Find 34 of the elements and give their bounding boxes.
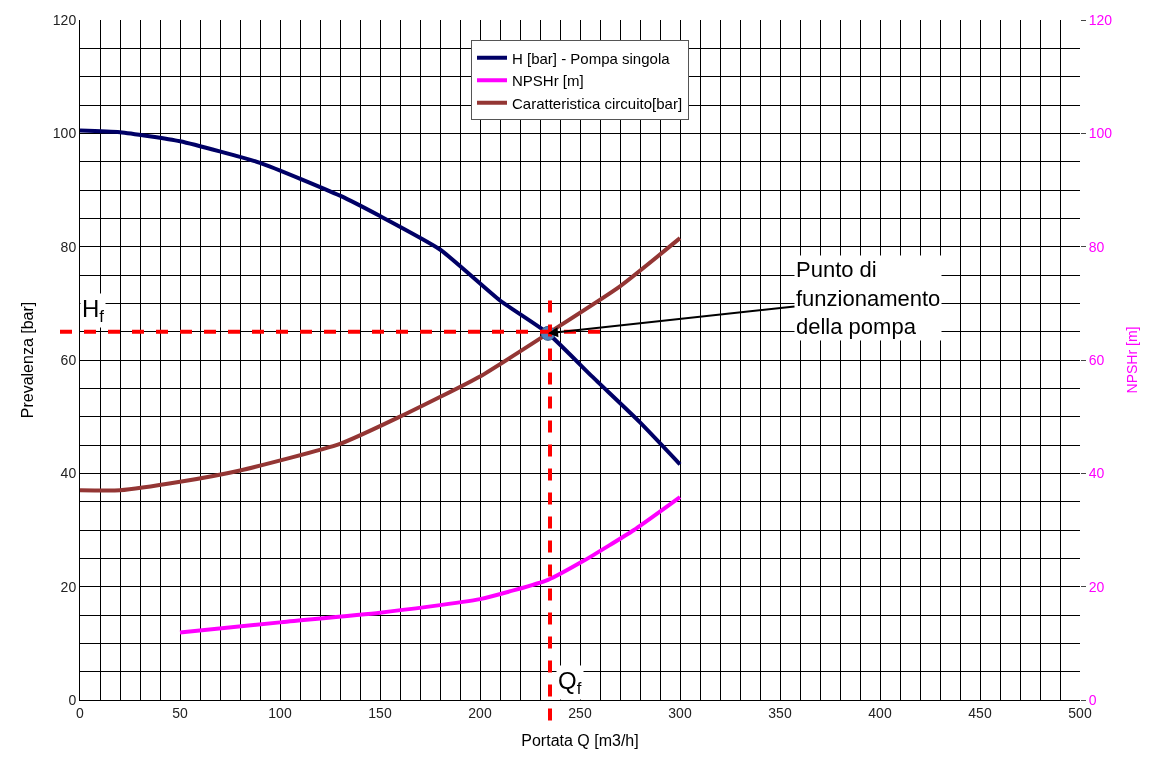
- y2-tick-label: 80: [1088, 238, 1105, 255]
- y-tick-label: 40: [60, 465, 77, 482]
- x-tick-label: 100: [268, 704, 292, 721]
- legend-label: H [bar] - Pompa singola: [512, 49, 671, 67]
- line-series: [80, 128, 682, 467]
- line-series: [80, 236, 682, 493]
- x-tick-label: 200: [468, 704, 492, 721]
- y-tick-label: 100: [52, 125, 77, 142]
- y2-tick-label: 40: [1088, 465, 1105, 482]
- ref-line-label: Q$_{f}$: [558, 667, 582, 699]
- x-axis-title: Portata Q [m3/h]: [521, 732, 639, 750]
- x-tick-label: 300: [668, 704, 692, 721]
- ref-line-label: H$_{f}$: [82, 295, 105, 327]
- y2-tick-label: 60: [1088, 351, 1105, 368]
- y2-tick-label: 120: [1088, 11, 1113, 28]
- y2-tick-label: 100: [1088, 125, 1113, 142]
- x-tick-label: 150: [368, 704, 392, 721]
- annotation: Punto di funzionamento della pompa: [796, 257, 941, 340]
- y-tick-label: 80: [60, 238, 77, 255]
- x-tick-label: 250: [568, 704, 592, 721]
- x-tick-label: 450: [968, 704, 992, 721]
- x-tick-label: 50: [172, 704, 188, 721]
- legend-label: NPSHr [m]: [512, 72, 584, 89]
- y-tick-label: 60: [60, 351, 77, 368]
- y-tick-label: 120: [52, 11, 77, 28]
- y-tick-label: 20: [60, 578, 77, 595]
- y2-axis-title: NPSHr [m]: [1123, 326, 1140, 394]
- x-tick-label: 350: [768, 704, 792, 721]
- y-axis-title: Prevalenza [bar]: [18, 301, 36, 419]
- y-tick-label: 0: [68, 691, 77, 708]
- x-tick-label: 400: [868, 704, 892, 721]
- y2-tick-label: 20: [1088, 578, 1105, 595]
- legend-label: Caratteristica circuito[bar]: [512, 94, 683, 112]
- line-series: [178, 495, 682, 635]
